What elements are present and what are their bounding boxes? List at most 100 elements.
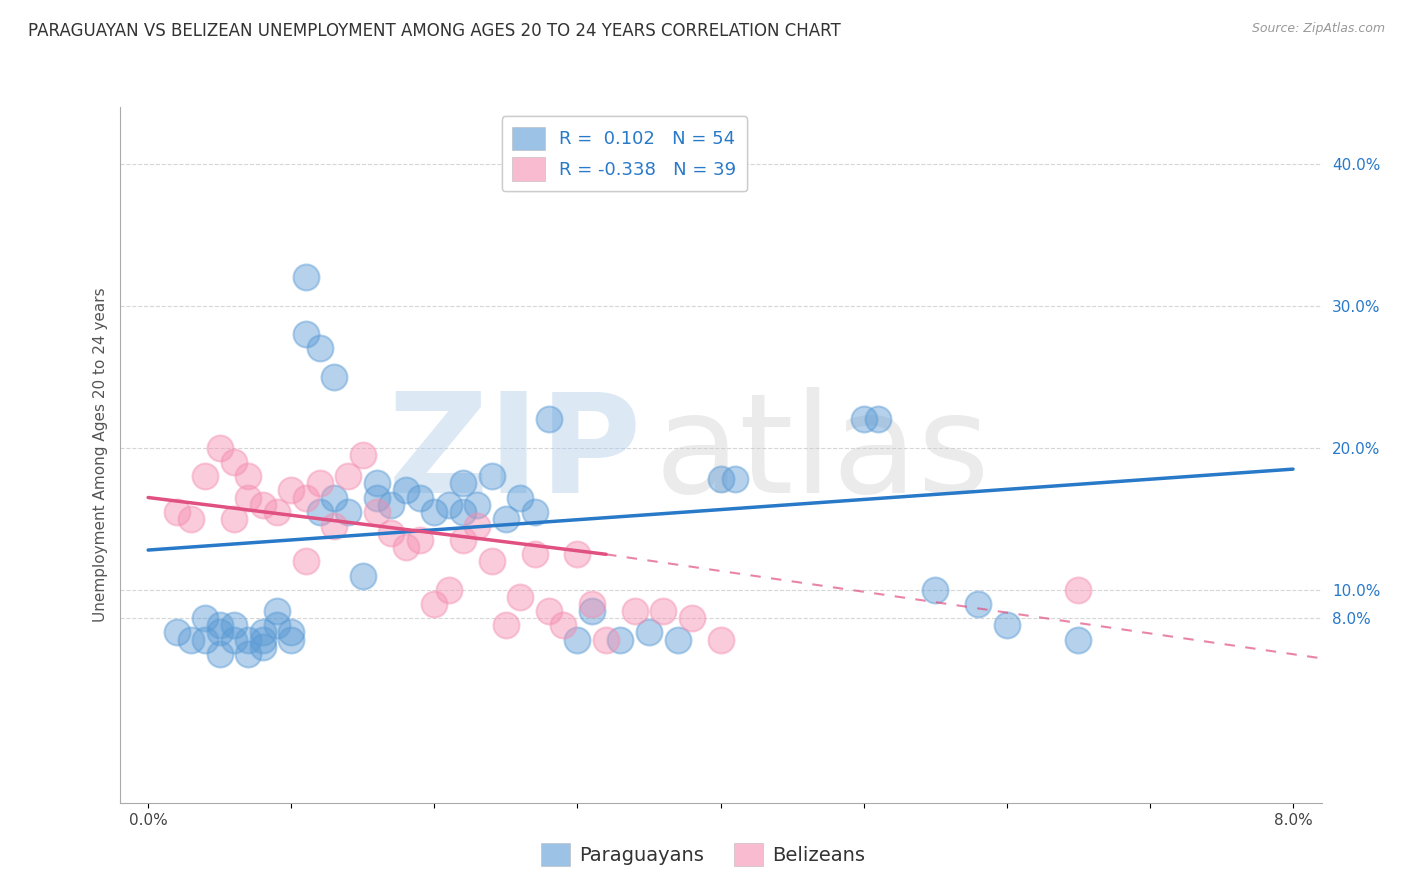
Point: [208, 618, 231, 632]
Point: [652, 604, 675, 618]
Point: [208, 441, 231, 455]
Point: [266, 618, 288, 632]
Point: [395, 540, 418, 554]
Point: [967, 597, 990, 611]
Point: [553, 618, 575, 632]
Point: [437, 582, 460, 597]
Point: [709, 472, 731, 486]
Point: [294, 491, 316, 505]
Point: [238, 469, 260, 483]
Point: [323, 369, 346, 384]
Point: [924, 582, 946, 597]
Point: [222, 632, 245, 647]
Point: [366, 476, 388, 491]
Point: [724, 472, 747, 486]
Text: ZIP: ZIP: [388, 387, 643, 523]
Point: [294, 554, 316, 568]
Point: [1067, 632, 1090, 647]
Point: [180, 632, 202, 647]
Text: atlas: atlas: [654, 387, 990, 523]
Point: [465, 498, 488, 512]
Point: [509, 590, 531, 604]
Legend: Paraguayans, Belizeans: Paraguayans, Belizeans: [533, 835, 873, 873]
Point: [437, 498, 460, 512]
Point: [495, 512, 517, 526]
Point: [423, 597, 446, 611]
Point: [366, 505, 388, 519]
Point: [352, 448, 374, 462]
Point: [309, 342, 332, 356]
Point: [995, 618, 1018, 632]
Point: [1067, 582, 1090, 597]
Point: [252, 498, 274, 512]
Point: [423, 505, 446, 519]
Point: [194, 611, 217, 625]
Point: [709, 632, 731, 647]
Point: [509, 491, 531, 505]
Point: [451, 533, 474, 548]
Point: [451, 505, 474, 519]
Point: [280, 483, 302, 498]
Point: [409, 491, 432, 505]
Point: [595, 632, 617, 647]
Point: [495, 618, 517, 632]
Point: [380, 526, 402, 541]
Point: [238, 647, 260, 661]
Y-axis label: Unemployment Among Ages 20 to 24 years: Unemployment Among Ages 20 to 24 years: [93, 287, 108, 623]
Point: [666, 632, 689, 647]
Point: [465, 519, 488, 533]
Point: [337, 505, 360, 519]
Point: [252, 625, 274, 640]
Point: [280, 625, 302, 640]
Point: [337, 469, 360, 483]
Point: [523, 547, 546, 561]
Point: [451, 476, 474, 491]
Point: [523, 505, 546, 519]
Point: [166, 505, 188, 519]
Point: [681, 611, 703, 625]
Point: [222, 512, 245, 526]
Point: [294, 270, 316, 285]
Point: [609, 632, 631, 647]
Point: [852, 412, 875, 426]
Point: [238, 491, 260, 505]
Point: [252, 632, 274, 647]
Point: [567, 632, 589, 647]
Point: [481, 554, 503, 568]
Point: [180, 512, 202, 526]
Point: [581, 597, 603, 611]
Point: [380, 498, 402, 512]
Text: Source: ZipAtlas.com: Source: ZipAtlas.com: [1251, 22, 1385, 36]
Point: [352, 568, 374, 582]
Legend: R =  0.102   N = 54, R = -0.338   N = 39: R = 0.102 N = 54, R = -0.338 N = 39: [502, 116, 747, 192]
Point: [208, 647, 231, 661]
Point: [222, 455, 245, 469]
Point: [294, 327, 316, 342]
Point: [222, 618, 245, 632]
Point: [323, 519, 346, 533]
Point: [266, 505, 288, 519]
Point: [208, 625, 231, 640]
Text: PARAGUAYAN VS BELIZEAN UNEMPLOYMENT AMONG AGES 20 TO 24 YEARS CORRELATION CHART: PARAGUAYAN VS BELIZEAN UNEMPLOYMENT AMON…: [28, 22, 841, 40]
Point: [409, 533, 432, 548]
Point: [395, 483, 418, 498]
Point: [866, 412, 889, 426]
Point: [481, 469, 503, 483]
Point: [366, 491, 388, 505]
Point: [623, 604, 645, 618]
Point: [567, 547, 589, 561]
Point: [194, 632, 217, 647]
Point: [166, 625, 188, 640]
Point: [280, 632, 302, 647]
Point: [238, 632, 260, 647]
Point: [266, 604, 288, 618]
Point: [537, 412, 560, 426]
Point: [581, 604, 603, 618]
Point: [252, 640, 274, 654]
Point: [537, 604, 560, 618]
Point: [309, 505, 332, 519]
Point: [309, 476, 332, 491]
Point: [194, 469, 217, 483]
Point: [323, 491, 346, 505]
Point: [638, 625, 661, 640]
